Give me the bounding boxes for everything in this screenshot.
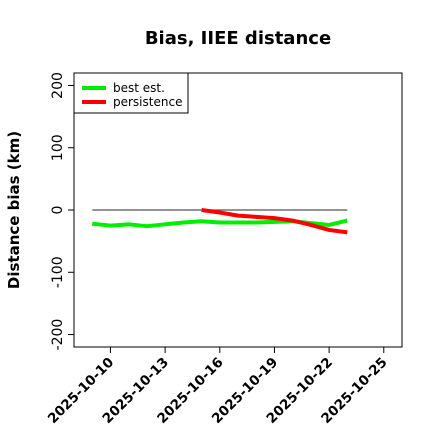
series-line-persistence bbox=[201, 208, 348, 235]
y-axis-label: Distance bias (km) bbox=[5, 131, 23, 289]
y-tick-label: -100 bbox=[50, 256, 66, 288]
chart-title: Bias, IIEE distance bbox=[145, 28, 331, 49]
y-tick-label: 200 bbox=[50, 72, 66, 99]
y-tick-label: 100 bbox=[50, 134, 66, 161]
legend-label: persistence bbox=[113, 95, 182, 109]
legend: best est.persistence bbox=[73, 72, 189, 114]
legend-label: best est. bbox=[113, 81, 165, 95]
legend-box bbox=[73, 72, 189, 114]
y-tick-label: 0 bbox=[50, 206, 66, 215]
y-tick-label: -200 bbox=[50, 319, 66, 351]
